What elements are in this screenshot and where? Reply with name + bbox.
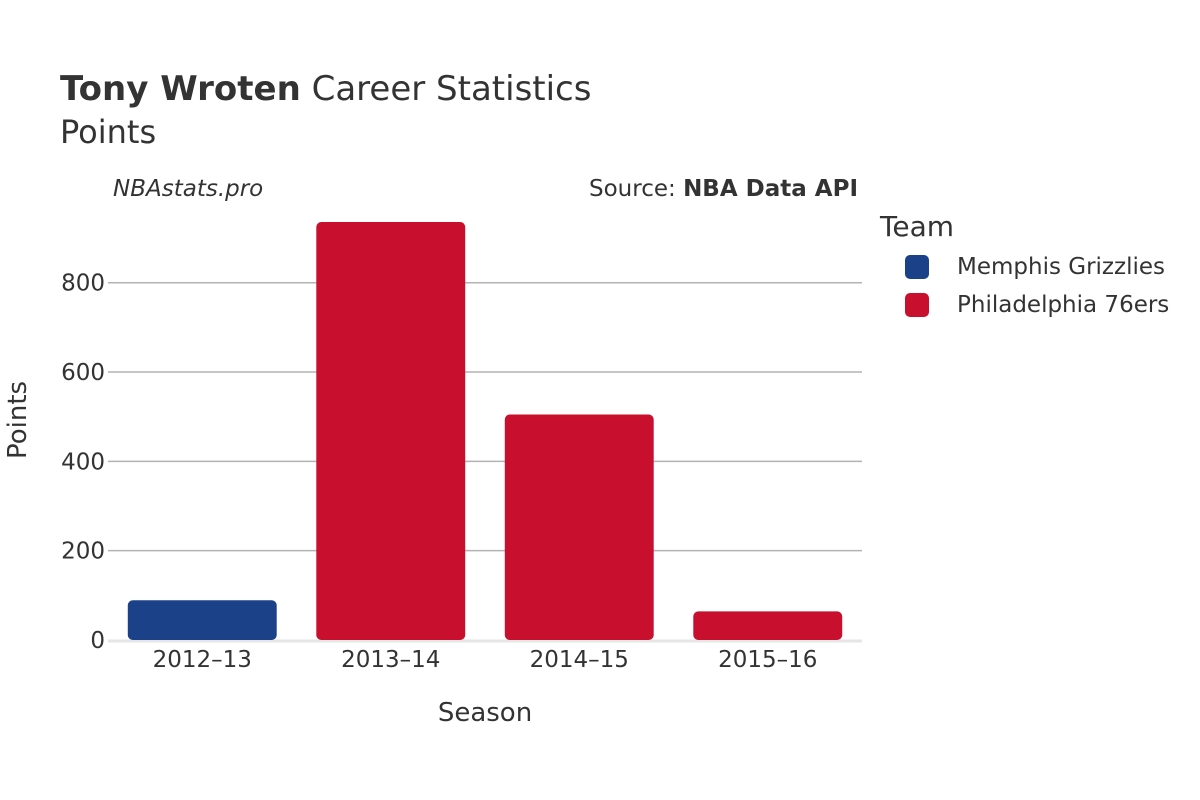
bar-2014–15[interactable] [504, 414, 654, 640]
y-tick-label: 800 [61, 271, 105, 297]
x-tick-label: 2012–13 [153, 647, 252, 673]
watermark: NBAstats.pro [113, 176, 264, 202]
legend-label: Memphis Grizzlies [957, 254, 1165, 280]
legend-label: Philadelphia 76ers [957, 292, 1170, 318]
tick-labels: 0 200 400 600 800 2012–13 2013–14 2014–15 2015–1… [61, 271, 817, 673]
bars [127, 222, 843, 640]
x-tick-label: 2013–14 [341, 647, 440, 673]
chart-title: Tony Wroten Career Statistics [60, 68, 591, 110]
legend-swatch-icon [905, 255, 929, 279]
legend-item-memphis-grizzlies[interactable]: Memphis Grizzlies [905, 254, 1165, 280]
legend-swatch-icon [905, 293, 929, 317]
title-player-name: Tony Wroten [60, 69, 301, 109]
x-axis-label: Season [438, 698, 532, 728]
y-tick-label: 0 [90, 628, 105, 654]
source-prefix: Source: [589, 176, 684, 202]
bar-2012–13[interactable] [127, 600, 277, 640]
x-tick-label: 2014–15 [530, 647, 629, 673]
bar-2015–16[interactable] [693, 611, 843, 640]
title-rest: Career Statistics [311, 69, 592, 109]
y-tick-label: 400 [61, 449, 105, 475]
legend-title: Team [880, 210, 955, 243]
gridlines [108, 281, 862, 643]
y-tick-label: 200 [61, 539, 105, 565]
legend-item-philadelphia-76ers[interactable]: Philadelphia 76ers [905, 292, 1169, 318]
x-tick-label: 2015–16 [718, 647, 817, 673]
bar-2013–14[interactable] [316, 222, 466, 640]
y-tick-label: 600 [61, 360, 105, 386]
y-axis-label: Points [3, 381, 33, 459]
source-name: NBA Data API [683, 176, 858, 202]
source-credit: Source: NBA Data API [589, 176, 858, 202]
chart-subtitle: Points [60, 113, 157, 151]
